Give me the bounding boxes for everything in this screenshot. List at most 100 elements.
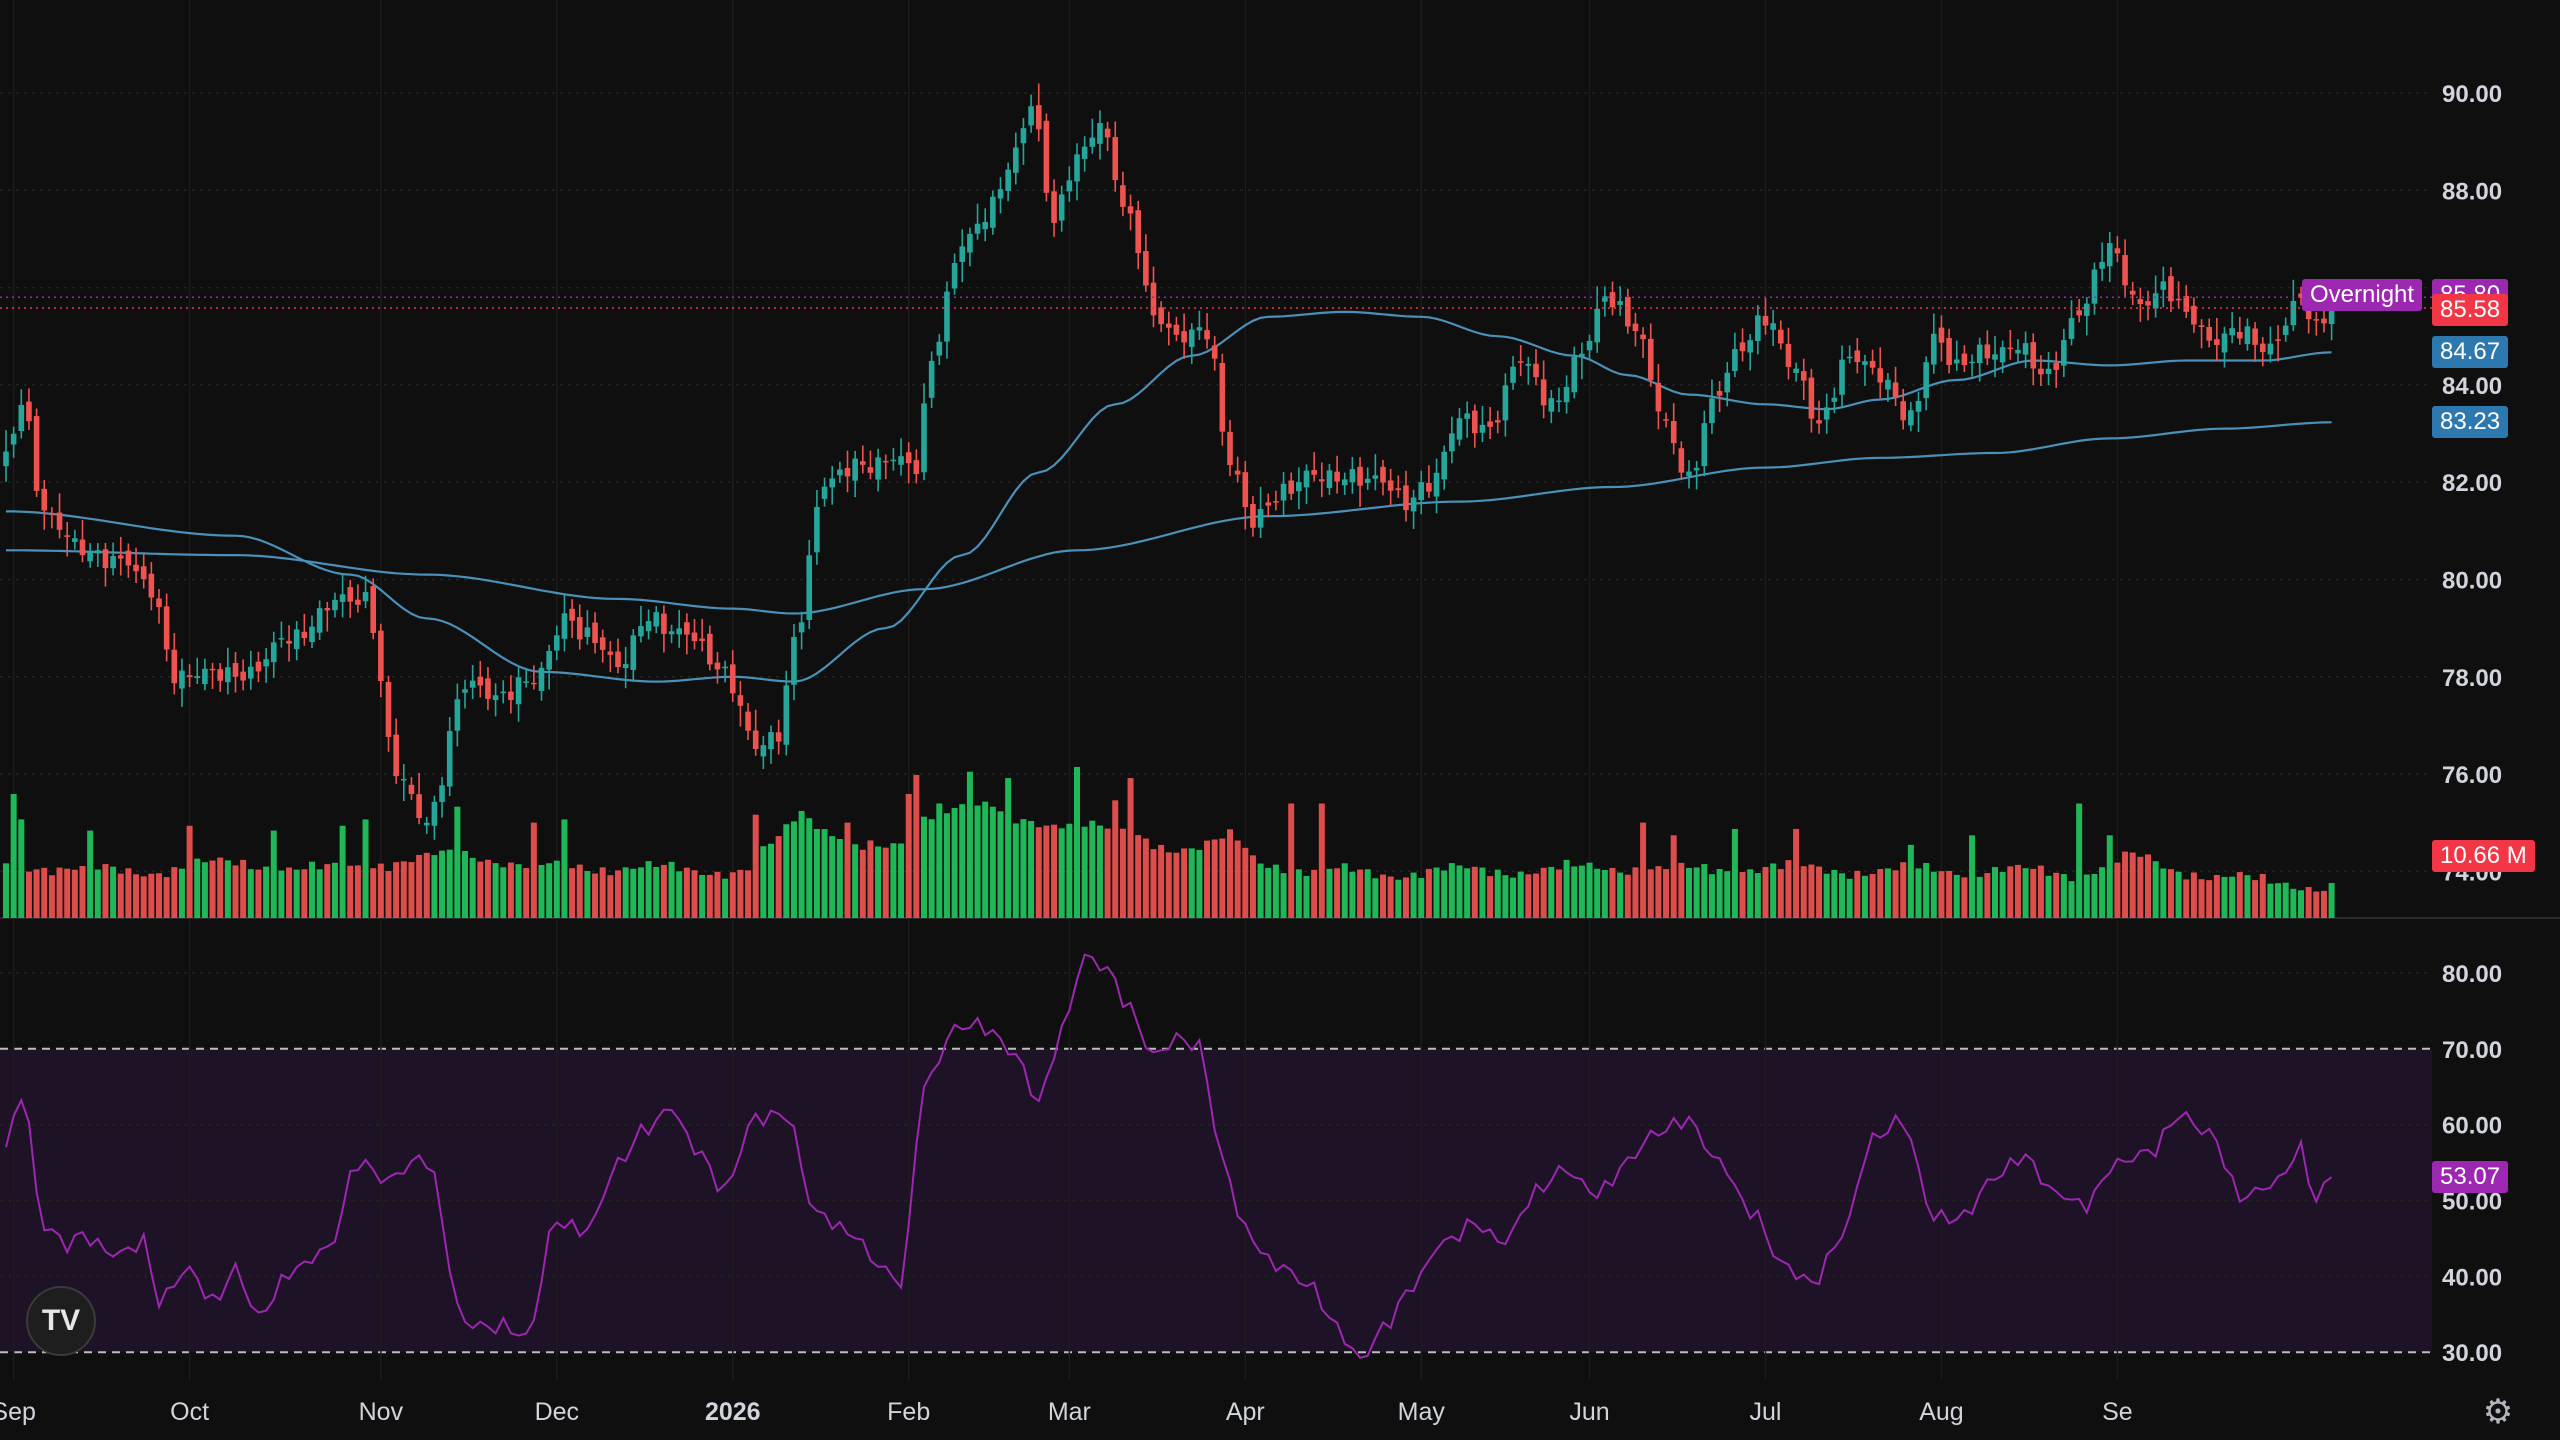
volume-bar: [232, 865, 239, 918]
volume-bar: [1800, 866, 1807, 918]
volume-bar: [2282, 882, 2289, 918]
volume-bar: [852, 844, 859, 918]
candle-body: [615, 651, 621, 668]
volume-bar: [1655, 866, 1662, 918]
candle-body: [1892, 382, 1899, 399]
volume-bar: [1586, 862, 1593, 918]
tradingview-logo[interactable]: TV: [26, 1286, 96, 1356]
volume-bar: [2068, 881, 2075, 918]
candle-body: [1755, 315, 1761, 342]
candle-body: [462, 689, 468, 693]
volume-bar: [1448, 863, 1455, 918]
volume-bar: [668, 861, 675, 918]
candle-body: [240, 671, 246, 681]
candle-body: [2145, 301, 2151, 306]
volume-bar: [1846, 878, 1853, 918]
volume-bar: [1028, 820, 1035, 918]
candle-body: [1280, 483, 1287, 501]
volume-bar: [1923, 863, 1930, 918]
volume-bar: [2137, 856, 2144, 918]
volume-bar: [477, 861, 484, 918]
volume-bar: [1249, 855, 1256, 918]
ma50-value-tag: 84.67: [2432, 336, 2509, 369]
candle-body: [814, 507, 820, 553]
candle-body: [1449, 433, 1455, 452]
volume-bar: [102, 864, 109, 918]
candle-body: [1915, 400, 1922, 412]
price-tick-label: 84.00: [2442, 373, 2502, 400]
volume-bar: [691, 870, 698, 918]
candle-body: [1747, 340, 1753, 353]
candle-body: [1533, 363, 1539, 378]
volume-bar: [2244, 875, 2251, 918]
candle-body: [1785, 343, 1792, 367]
volume-bar: [1425, 868, 1432, 918]
candle-body: [1701, 423, 1708, 467]
candle-body: [829, 478, 835, 488]
volume-bar: [699, 874, 706, 918]
volume-bar: [1624, 874, 1631, 918]
candle-body: [936, 341, 943, 356]
volume-bar: [1311, 869, 1318, 918]
candle-body: [2007, 347, 2014, 350]
volume-bar: [844, 822, 851, 918]
time-tick-label: Apr: [1226, 1398, 1265, 1426]
candle-body: [217, 669, 223, 681]
gear-icon[interactable]: ⚙: [2482, 1393, 2514, 1431]
volume-bar: [2328, 882, 2335, 918]
volume-bar: [87, 830, 94, 918]
volume-bar: [56, 867, 63, 918]
candle-body: [1709, 398, 1715, 424]
candle-body: [1793, 368, 1799, 373]
volume-bar: [1731, 828, 1738, 918]
volume-bar: [94, 869, 101, 918]
volume-bar: [936, 803, 943, 918]
volume-bar: [553, 860, 560, 918]
volume-bar: [1877, 869, 1884, 918]
candle-body: [1778, 329, 1784, 344]
volume-bar: [2206, 880, 2213, 918]
volume-bar: [156, 873, 162, 918]
candle-body: [87, 550, 93, 562]
volume-bar: [240, 859, 247, 918]
volume-bar: [1831, 869, 1838, 918]
candle-body: [890, 459, 897, 462]
candle-body: [1028, 106, 1034, 126]
volume-bar: [347, 865, 354, 918]
volume-bar: [163, 877, 170, 918]
candle-body: [1762, 315, 1769, 326]
candle-body: [1334, 471, 1340, 482]
candle-body: [186, 675, 193, 678]
candle-body: [179, 670, 185, 689]
volume-bar: [1548, 866, 1555, 918]
candle-body: [1326, 470, 1333, 489]
moving-averages: [6, 310, 2332, 683]
candle-body: [2038, 368, 2044, 375]
candle-body: [714, 662, 721, 670]
time-tick-label: Jul: [1750, 1398, 1782, 1426]
candle-body: [1732, 349, 1738, 371]
volume-bar: [385, 871, 392, 918]
candle-body: [393, 734, 399, 777]
price-tick-label: 76.00: [2442, 762, 2502, 789]
volume-bar: [439, 850, 446, 918]
volume-bar: [1043, 825, 1050, 918]
volume-bar: [599, 867, 606, 918]
volume-bar: [1433, 867, 1440, 918]
rsi-line: [5, 953, 2333, 1359]
candle-body: [990, 196, 996, 228]
volume-bar: [1976, 876, 1983, 918]
volume-bar: [377, 863, 384, 918]
volume-bar: [2030, 868, 2037, 918]
volume-bar: [247, 869, 254, 918]
volume-bar: [201, 862, 208, 918]
rsi-path: [5, 953, 2333, 1359]
volume-bar: [1334, 868, 1341, 918]
volume-bar: [997, 811, 1004, 918]
candle-body: [676, 628, 682, 635]
volume-bar: [2091, 874, 2098, 918]
candle-body: [202, 668, 208, 685]
volume-bar: [959, 804, 966, 918]
candle-body: [1831, 397, 1838, 402]
